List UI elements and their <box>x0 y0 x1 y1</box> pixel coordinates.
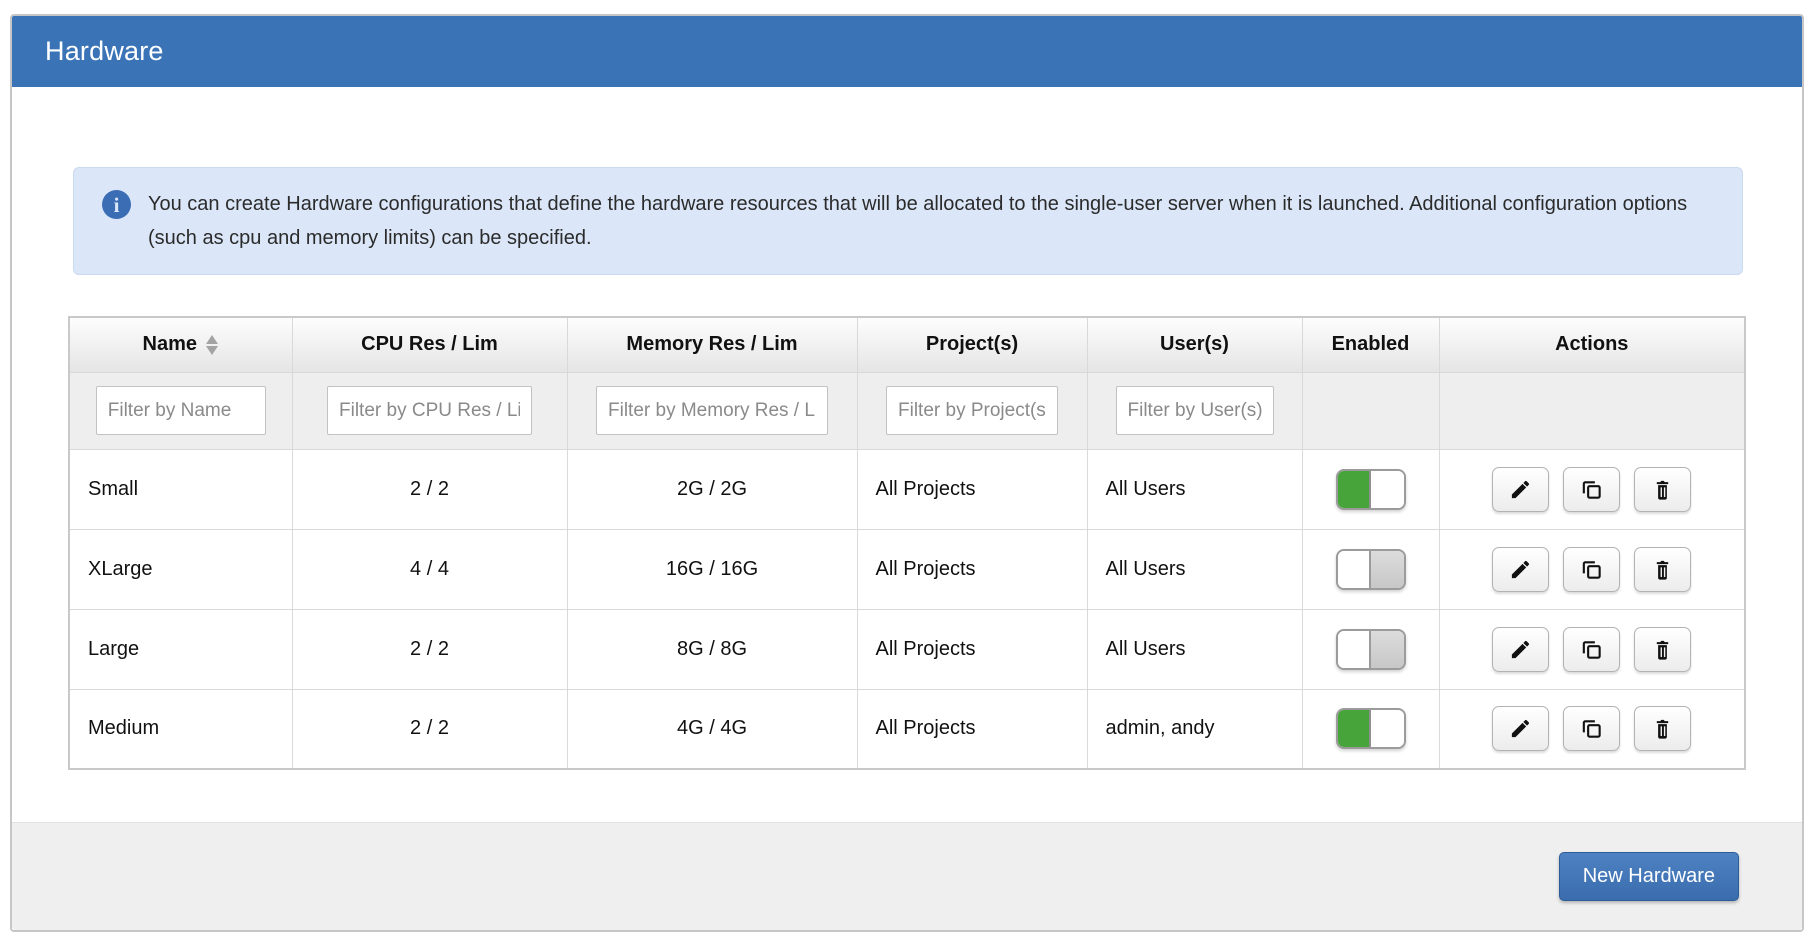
cell-name: Small <box>68 448 293 530</box>
copy-icon <box>1580 717 1603 740</box>
filter-users-input[interactable] <box>1115 386 1274 435</box>
cell-cpu: 2 / 2 <box>291 608 568 690</box>
cell-cpu: 2 / 2 <box>291 688 568 770</box>
filter-name-input[interactable] <box>95 386 266 435</box>
cell-name: XLarge <box>68 528 293 610</box>
cell-name: Large <box>68 608 293 690</box>
filter-enabled-empty <box>1301 371 1440 450</box>
edit-button[interactable] <box>1492 706 1550 752</box>
column-header-name-label: Name <box>142 333 197 356</box>
column-header-projects: Project(s) <box>856 316 1088 373</box>
trash-icon <box>1652 638 1673 661</box>
pencil-icon <box>1509 478 1532 501</box>
column-header-cpu: CPU Res / Lim <box>291 316 568 373</box>
hardware-table: Name CPU Res / Lim Memory Res / Lim Proj… <box>68 316 1746 770</box>
enabled-toggle[interactable] <box>1335 468 1406 510</box>
cell-actions <box>1438 528 1746 610</box>
pencil-icon <box>1509 717 1532 740</box>
cell-cpu: 4 / 4 <box>291 528 568 610</box>
edit-button[interactable] <box>1492 546 1550 592</box>
pencil-icon <box>1509 638 1532 661</box>
column-header-users: User(s) <box>1086 316 1303 373</box>
column-header-name[interactable]: Name <box>68 316 293 373</box>
cell-memory: 4G / 4G <box>566 688 858 770</box>
filter-cpu-input[interactable] <box>327 386 532 435</box>
delete-button[interactable] <box>1634 706 1692 752</box>
cell-users: All Users <box>1086 528 1303 610</box>
cell-projects: All Projects <box>856 448 1088 530</box>
new-hardware-button[interactable]: New Hardware <box>1558 852 1739 901</box>
cell-enabled <box>1301 688 1440 770</box>
table-row: Small 2 / 2 2G / 2G All Projects All Use… <box>68 448 1746 530</box>
column-header-actions: Actions <box>1438 316 1746 373</box>
trash-icon <box>1652 558 1673 581</box>
panel-header: Hardware <box>12 16 1802 87</box>
copy-button[interactable] <box>1563 546 1621 592</box>
copy-icon <box>1580 638 1603 661</box>
delete-button[interactable] <box>1634 546 1692 592</box>
cell-users: admin, andy <box>1086 688 1303 770</box>
delete-button[interactable] <box>1634 626 1692 672</box>
filter-memory-input[interactable] <box>596 386 828 435</box>
cell-cpu: 2 / 2 <box>291 448 568 530</box>
info-circle-icon: i <box>102 190 131 219</box>
trash-icon <box>1652 717 1673 740</box>
panel-footer: New Hardware <box>12 822 1802 930</box>
table-body: Small 2 / 2 2G / 2G All Projects All Use… <box>68 448 1746 770</box>
pencil-icon <box>1509 558 1532 581</box>
page-title: Hardware <box>45 36 164 66</box>
cell-users: All Users <box>1086 448 1303 530</box>
filter-actions-empty <box>1438 371 1746 450</box>
sort-arrows-icon <box>205 334 219 355</box>
header-row: Name CPU Res / Lim Memory Res / Lim Proj… <box>68 316 1746 373</box>
cell-actions <box>1438 688 1746 770</box>
table-row: Medium 2 / 2 4G / 4G All Projects admin,… <box>68 688 1746 770</box>
trash-icon <box>1652 478 1673 501</box>
cell-memory: 8G / 8G <box>566 608 858 690</box>
table-row: Large 2 / 2 8G / 8G All Projects All Use… <box>68 608 1746 690</box>
edit-button[interactable] <box>1492 466 1550 512</box>
info-alert-text: You can create Hardware configurations t… <box>148 193 1688 249</box>
filter-row <box>68 371 1746 450</box>
cell-enabled <box>1301 528 1440 610</box>
panel-body: i You can create Hardware configurations… <box>12 167 1802 770</box>
cell-users: All Users <box>1086 608 1303 690</box>
enabled-toggle[interactable] <box>1335 708 1406 750</box>
cell-name: Medium <box>68 688 293 770</box>
enabled-toggle[interactable] <box>1335 628 1406 670</box>
column-header-memory: Memory Res / Lim <box>566 316 858 373</box>
cell-actions <box>1438 608 1746 690</box>
cell-enabled <box>1301 608 1440 690</box>
cell-memory: 16G / 16G <box>566 528 858 610</box>
delete-button[interactable] <box>1634 466 1692 512</box>
table-row: XLarge 4 / 4 16G / 16G All Projects All … <box>68 528 1746 610</box>
hardware-panel: Hardware i You can create Hardware confi… <box>10 14 1804 932</box>
copy-icon <box>1580 478 1603 501</box>
cell-projects: All Projects <box>856 688 1088 770</box>
copy-icon <box>1580 558 1603 581</box>
cell-actions <box>1438 448 1746 530</box>
enabled-toggle[interactable] <box>1335 548 1406 590</box>
copy-button[interactable] <box>1563 626 1621 672</box>
filter-projects-input[interactable] <box>886 386 1058 435</box>
cell-projects: All Projects <box>856 608 1088 690</box>
cell-projects: All Projects <box>856 528 1088 610</box>
info-alert: i You can create Hardware configurations… <box>73 167 1743 275</box>
cell-enabled <box>1301 448 1440 530</box>
edit-button[interactable] <box>1492 626 1550 672</box>
copy-button[interactable] <box>1563 706 1621 752</box>
copy-button[interactable] <box>1563 466 1621 512</box>
column-header-enabled: Enabled <box>1301 316 1440 373</box>
cell-memory: 2G / 2G <box>566 448 858 530</box>
